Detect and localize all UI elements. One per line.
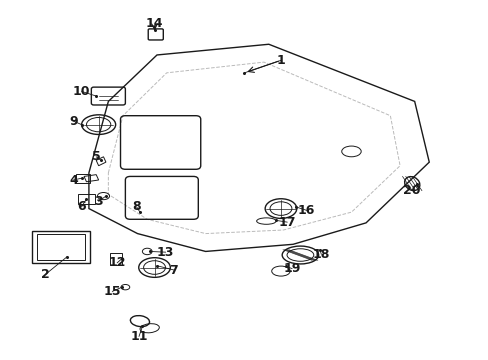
Text: 9: 9 — [69, 114, 78, 127]
Text: 10: 10 — [73, 85, 90, 98]
Text: 1: 1 — [276, 54, 285, 67]
Text: 2: 2 — [41, 268, 49, 281]
Text: 4: 4 — [69, 174, 78, 186]
Text: 11: 11 — [130, 330, 147, 343]
Text: 15: 15 — [103, 285, 121, 298]
Text: 7: 7 — [169, 264, 178, 276]
Text: 18: 18 — [312, 248, 329, 261]
Text: 20: 20 — [403, 184, 420, 197]
Text: 13: 13 — [157, 246, 174, 258]
Text: 12: 12 — [108, 256, 125, 269]
Text: 16: 16 — [298, 204, 315, 217]
Text: 19: 19 — [283, 262, 300, 275]
Text: 3: 3 — [94, 195, 103, 208]
Text: 5: 5 — [92, 150, 101, 163]
Text: 8: 8 — [132, 200, 141, 213]
Text: 17: 17 — [278, 216, 295, 229]
Text: 6: 6 — [77, 200, 86, 213]
Text: 14: 14 — [145, 17, 163, 30]
